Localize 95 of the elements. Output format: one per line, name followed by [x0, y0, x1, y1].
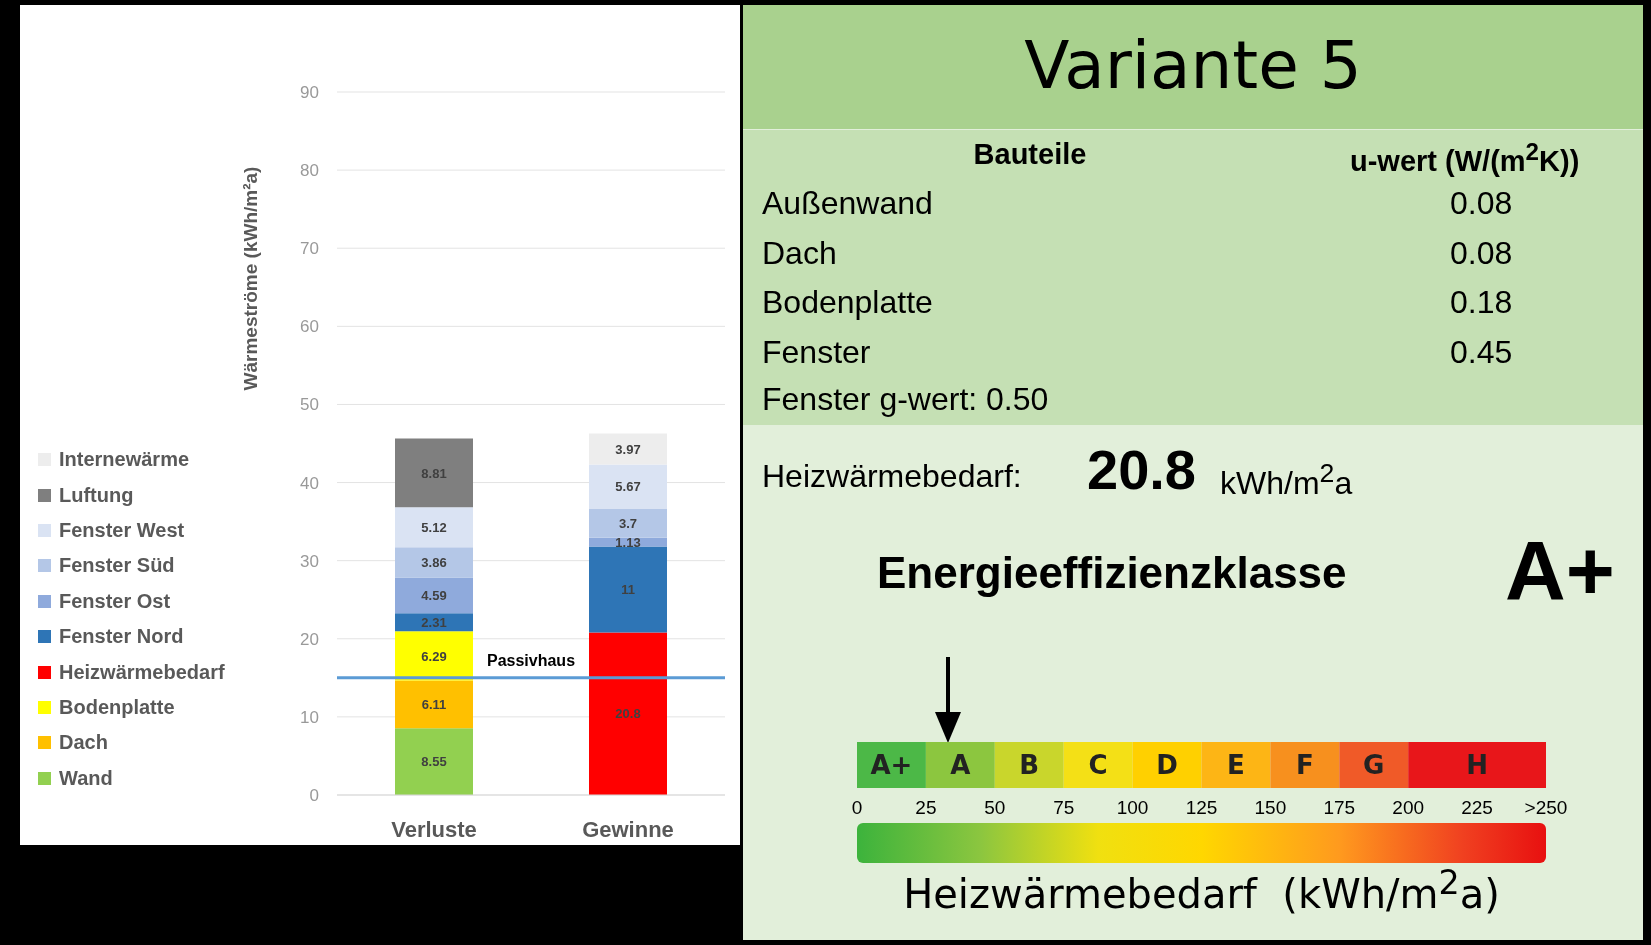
x-axis-title: Heizwärmebedarf (kWh/m$^{2}$a) — [902, 863, 1501, 918]
y-tick-label: 80 — [300, 161, 319, 181]
data-label: 8.81 — [421, 465, 447, 481]
text: 0.18 — [1450, 284, 1513, 321]
ref-line-label: Passivhaus — [486, 651, 576, 669]
data-label: 4.59 — [421, 588, 447, 603]
bar — [395, 438, 473, 508]
y-tick-label: 50 — [300, 395, 319, 415]
y-tick-label: 90 — [300, 83, 319, 103]
x-tick-label: 75 — [1053, 797, 1075, 819]
bar — [589, 433, 667, 465]
legend-label: Luftung — [59, 483, 134, 507]
bar — [589, 546, 667, 633]
y-tick-label: 60 — [300, 317, 319, 337]
text: u-wert (W/(m$^{2}$K)) — [1350, 138, 1580, 178]
data-label: 5.67 — [615, 479, 641, 495]
x-tick-label: 125 — [1185, 797, 1218, 819]
legend-label: Dach — [59, 731, 108, 755]
x-tick-label: 150 — [1254, 797, 1287, 819]
y-axis-title: Wärmeströme (kWh/m²a) — [239, 166, 261, 391]
y-tick-label: 30 — [300, 551, 319, 571]
data-label: 3.7 — [618, 515, 638, 531]
text: Fenster g-wert: 0.50 — [762, 381, 1049, 418]
legend-label: Fenster Ost — [59, 589, 171, 613]
legend-label: Fenster West — [59, 518, 185, 542]
legend-label: Fenster Süd — [59, 554, 175, 578]
bar — [1201, 742, 1271, 788]
bar — [1063, 742, 1133, 788]
data-label: 5.12 — [421, 519, 447, 535]
series-label: D — [1156, 750, 1178, 781]
text: Bauteile — [972, 138, 1088, 171]
bar — [395, 507, 473, 548]
data-label: 6.11 — [421, 696, 447, 712]
text: 20.8 — [1087, 437, 1196, 502]
data-label: 11 — [621, 582, 635, 598]
bar — [994, 742, 1064, 788]
x-tick-label: Gewinne — [582, 816, 674, 842]
bar — [395, 728, 473, 795]
data-label: 1.13 — [615, 534, 641, 550]
legend-label: Bodenplatte — [59, 695, 175, 719]
series-label: B — [1019, 750, 1040, 781]
x-tick-label: Verluste — [391, 816, 477, 842]
bar — [589, 464, 667, 509]
bar — [395, 577, 473, 614]
bar — [925, 742, 995, 788]
text: 0.45 — [1450, 334, 1513, 371]
bar — [1270, 742, 1340, 788]
data-label: 6.29 — [421, 648, 447, 664]
x-tick-label: 0 — [851, 797, 863, 819]
text: 0.08 — [1450, 235, 1513, 272]
bar — [395, 680, 473, 729]
x-tick-label: 200 — [1392, 797, 1425, 819]
legend-label: Internewärme — [59, 448, 190, 472]
bar — [589, 508, 667, 538]
data-label: 3.97 — [615, 441, 641, 457]
text: Heizwärmebedarf: — [762, 458, 1022, 495]
legend-label: Fenster Nord — [59, 625, 184, 649]
text: Dach — [762, 235, 837, 272]
text: A+ — [1505, 523, 1615, 620]
y-tick-label: 40 — [300, 473, 319, 493]
x-tick-label: >250 — [1524, 797, 1568, 819]
bar — [589, 632, 667, 795]
y-tick-label: 70 — [300, 239, 319, 259]
x-tick-label: 225 — [1461, 797, 1493, 819]
series-label: H — [1466, 750, 1488, 781]
legend-label: Wand — [59, 766, 113, 790]
text: Fenster — [762, 334, 871, 371]
text: Variante 5 — [1023, 27, 1363, 104]
series-label: E — [1227, 750, 1245, 781]
bar — [395, 547, 473, 578]
y-tick-label: 20 — [300, 629, 319, 649]
bar — [1339, 742, 1409, 788]
bar — [1132, 742, 1202, 788]
text: Energieeffizienzklasse — [877, 548, 1347, 598]
data-label: 2.31 — [421, 614, 447, 630]
series-label: A — [950, 750, 971, 781]
data-label: 8.55 — [421, 754, 447, 770]
y-tick-label: 10 — [300, 707, 319, 727]
x-tick-label: 25 — [915, 797, 937, 819]
x-tick-label: 50 — [984, 797, 1006, 819]
x-tick-label: 100 — [1116, 797, 1149, 819]
series-label: G — [1363, 750, 1385, 781]
bar — [1408, 742, 1546, 788]
series-label: A+ — [870, 750, 913, 781]
data-label: 3.86 — [421, 555, 447, 570]
series-label: C — [1088, 750, 1108, 781]
text: kWh/m$^{2}$a — [1220, 458, 1353, 502]
data-label: 20.8 — [615, 706, 641, 722]
legend-label: Heizwärmebedarf — [59, 660, 225, 684]
text: Außenwand — [762, 185, 933, 222]
bar — [395, 613, 473, 632]
x-tick-label: 175 — [1323, 797, 1356, 819]
series-label: F — [1295, 750, 1314, 781]
text: Bodenplatte — [762, 284, 933, 321]
text: 0.08 — [1450, 185, 1513, 222]
